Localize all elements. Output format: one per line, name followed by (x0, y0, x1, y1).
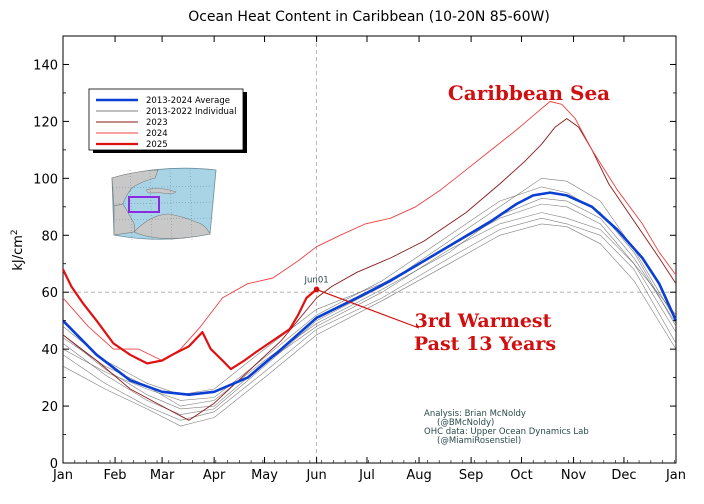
legend-label-0: 2013-2024 Average (146, 96, 230, 106)
y-tick-label-140: 140 (33, 58, 58, 73)
axis-ticks: 0 20 40 60 80 100 120 140 Jan Feb Mar Apr May Jun Jul A… (33, 36, 686, 483)
region-annotation: Caribbean Sea (448, 81, 610, 105)
caribbean-inset-map (111, 167, 217, 241)
x-tick-label-7: Aug (406, 468, 431, 483)
map-grid-parallel-2 (112, 217, 215, 221)
map-grid (112, 169, 215, 241)
callout-line1: 3rd Warmest (415, 310, 552, 332)
series-individual-line-6 (62, 197, 677, 407)
series-line-2013-2024-average (62, 191, 678, 396)
reference-lines (63, 36, 676, 463)
map-region-box (128, 196, 160, 213)
main-series-group (62, 101, 678, 421)
x-tick-label-1: Feb (104, 468, 127, 483)
jun01-marker (313, 286, 320, 293)
map-grid-parallel-1 (112, 201, 215, 205)
legend-label-3: 2024 (146, 129, 168, 139)
map-land-north (111, 169, 159, 207)
series-individual-line-1 (62, 217, 677, 421)
x-tick-label-6: Jul (358, 468, 375, 483)
x-tick-label-2: Mar (150, 468, 175, 483)
legend-label-2: 2023 (146, 118, 168, 128)
series-individual-line-0 (62, 212, 677, 410)
x-tick-label-0: Jan (52, 468, 73, 483)
jun01-label: Jun01 (304, 275, 329, 285)
y-tick-label-60: 60 (41, 286, 58, 301)
legend-label-4: 2025 (146, 140, 168, 150)
y-axis-label-sup: 2 (10, 229, 20, 235)
legend-label-1: 2013-2022 Individual (146, 107, 236, 117)
chart-title: Ocean Heat Content in Caribbean (10-20N … (188, 9, 550, 25)
series-individual-line-3 (62, 223, 677, 427)
callout-line2: Past 13 Years (414, 333, 556, 355)
svg-text:kJ/cm2: kJ/cm2 (10, 229, 26, 270)
credit-ohc: OHC data: Upper Ocean Dynamics Lab (424, 427, 589, 437)
y-tick-label-0: 0 (50, 457, 58, 472)
series-line-2025 (62, 268, 318, 371)
credit-ohc-handle: (@MiamiRosenstiel) (437, 436, 521, 446)
y-tick-label-40: 40 (41, 343, 58, 358)
y-tick-label-120: 120 (33, 115, 58, 130)
x-tick-label-5: Jun (305, 468, 326, 483)
map-land-south (133, 213, 211, 239)
x-tick-label-11: Dec (611, 468, 636, 483)
credit-analysis-handle: (@BMcNoldy) (437, 418, 494, 428)
x-tick-label-8: Sep (459, 468, 484, 483)
map-grid-parallel-0 (112, 185, 215, 189)
credit-analysis: Analysis: Brian McNoldy (424, 409, 526, 419)
x-tick-label-10: Nov (561, 468, 587, 483)
x-tick-label-4: May (251, 468, 278, 483)
y-axis-label: kJ/cm2 (10, 229, 26, 270)
y-tick-label-80: 80 (41, 229, 58, 244)
y-axis-label-main: kJ/cm (11, 235, 26, 271)
x-tick-label-3: Apr (203, 468, 226, 483)
x-tick-label-9: Oct (510, 468, 532, 483)
x-tick-label-12: Jan (665, 468, 686, 483)
callout-arrow (318, 289, 420, 329)
map-island-cuba (145, 188, 177, 195)
y-tick-label-20: 20 (41, 400, 58, 415)
y-tick-label-100: 100 (33, 172, 58, 187)
